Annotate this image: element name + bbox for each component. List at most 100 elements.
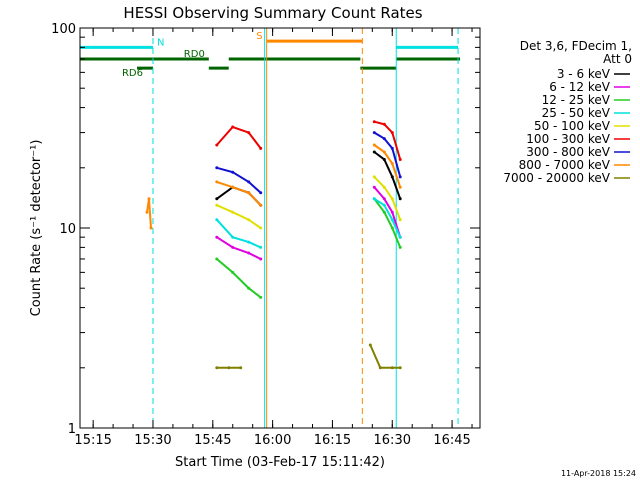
legend-label-2: 12 - 25 keV xyxy=(542,93,611,107)
series-1-point-1-0 xyxy=(372,185,376,189)
timestamp: 11-Apr-2018 15:24 xyxy=(561,469,636,478)
series-6-segment-1 xyxy=(373,131,402,178)
x-tick-label-1: 15:30 xyxy=(134,433,171,448)
series-5-point-1-0 xyxy=(372,120,376,124)
series-3-point-1-0 xyxy=(372,197,376,201)
series-0-point-0-0 xyxy=(215,197,219,201)
series-7-point-0-2 xyxy=(149,226,153,230)
series-2-point-0-2 xyxy=(247,286,251,290)
series-2-point-1-3 xyxy=(398,245,402,249)
legend-label-8: 7000 - 20000 keV xyxy=(503,171,610,185)
series-5-point-0-1 xyxy=(231,125,235,129)
series-2-point-1-2 xyxy=(390,226,394,230)
series-6-point-1-1 xyxy=(382,137,386,141)
legend-title-attenuator: Att 0 xyxy=(603,52,632,66)
series-1-point-1-1 xyxy=(382,197,386,201)
y-tick-label-2: 100 xyxy=(51,22,76,37)
series-7-point-0-0 xyxy=(145,210,149,214)
legend-label-0: 3 - 6 keV xyxy=(557,67,611,81)
series-7-segment-2 xyxy=(373,144,402,188)
series-0-point-1-1 xyxy=(382,158,386,161)
series-3-point-1-2 xyxy=(390,218,394,222)
x-axis: 15:15 15:30 15:45 16:00 16:15 16:30 16:45 xyxy=(74,28,473,448)
legend-title: Det 3,6, FDecim 1, xyxy=(520,39,632,53)
series-4-segment-0 xyxy=(216,204,262,229)
x-tick-label-2: 15:45 xyxy=(194,433,231,448)
series-6-point-0-2 xyxy=(247,180,251,184)
series-8-point-1-1 xyxy=(378,366,382,370)
series-1-point-0-3 xyxy=(259,257,263,261)
series-2-point-0-0 xyxy=(215,257,219,261)
series-1-point-0-0 xyxy=(215,235,219,239)
series-6-point-0-3 xyxy=(259,191,263,195)
series-6-segment-0 xyxy=(216,166,262,194)
x-axis-label: Start Time (03-Feb-17 15:11:42) xyxy=(175,455,385,470)
series-5-point-1-3 xyxy=(398,158,402,161)
series-4-point-1-3 xyxy=(398,218,402,222)
legend-label-4: 50 - 100 keV xyxy=(534,119,611,133)
series-5-point-1-2 xyxy=(390,131,394,135)
series-4-segment-1 xyxy=(373,176,402,221)
series-7-point-2-1 xyxy=(382,150,386,154)
series-8-point-1-3 xyxy=(398,366,402,370)
y-axis: 1 10 100 xyxy=(51,22,480,437)
series-0-point-1-3 xyxy=(398,197,402,201)
chart-title: HESSI Observing Summary Count Rates xyxy=(123,4,422,22)
series-7-point-1-2 xyxy=(247,191,251,195)
series-1-point-0-1 xyxy=(231,245,235,249)
series-0-segment-1 xyxy=(373,151,402,200)
series-5-point-0-0 xyxy=(215,143,219,147)
series-8-point-1-2 xyxy=(390,366,394,370)
series-layer xyxy=(145,120,402,370)
series-4-point-0-0 xyxy=(215,203,219,207)
x-tick-label-3: 16:00 xyxy=(254,433,291,448)
series-8-point-1-0 xyxy=(368,343,372,347)
series-2-point-1-1 xyxy=(382,210,386,214)
series-4-point-1-1 xyxy=(382,185,386,189)
series-6-point-1-3 xyxy=(398,175,402,179)
series-5-point-0-2 xyxy=(247,131,251,135)
series-2-segment-1 xyxy=(373,198,402,248)
series-3-point-0-2 xyxy=(247,240,251,244)
y-tick-label-1: 10 xyxy=(59,222,76,237)
series-7-point-1-3 xyxy=(259,203,263,207)
x-tick-label-6: 16:45 xyxy=(433,433,470,448)
series-1-segment-0 xyxy=(216,236,262,260)
series-3-segment-0 xyxy=(216,219,262,249)
flag-label-n: N xyxy=(157,37,164,48)
series-1-point-1-2 xyxy=(390,210,394,214)
flag-label-rd0: RD0 xyxy=(184,49,205,60)
series-0-point-1-0 xyxy=(372,150,376,154)
legend-label-1: 6 - 12 keV xyxy=(549,80,611,94)
series-3-point-1-1 xyxy=(382,203,386,207)
series-8-point-0-1 xyxy=(227,366,231,370)
series-4-point-0-2 xyxy=(247,218,251,222)
series-0-point-1-2 xyxy=(390,175,394,179)
series-5-point-1-1 xyxy=(382,122,386,126)
flags-layer: N S RD0 RD6 xyxy=(80,31,461,79)
series-5-point-0-3 xyxy=(259,146,263,150)
series-5-segment-1 xyxy=(374,120,402,160)
series-7-point-2-3 xyxy=(398,185,402,189)
series-4-point-1-0 xyxy=(372,175,376,179)
legend-label-3: 25 - 50 keV xyxy=(542,106,611,120)
series-3-point-0-0 xyxy=(215,218,219,222)
series-3-segment-1 xyxy=(373,197,402,238)
series-8-segment-1 xyxy=(369,344,401,369)
legend-label-6: 300 - 800 keV xyxy=(526,145,610,159)
series-7-point-1-1 xyxy=(231,185,235,189)
series-4-point-0-3 xyxy=(259,226,263,230)
series-6-point-0-0 xyxy=(215,166,219,170)
legend-label-5: 100 - 300 keV xyxy=(526,132,610,146)
series-3-point-1-3 xyxy=(398,235,402,239)
series-6-point-1-0 xyxy=(372,131,376,135)
flag-label-rd6: RD6 xyxy=(122,68,143,79)
flag-label-s: S xyxy=(256,31,262,42)
series-7-point-2-0 xyxy=(372,143,376,147)
series-8-point-0-2 xyxy=(239,366,243,370)
series-1-point-0-2 xyxy=(247,251,251,255)
y-tick-label-0: 1 xyxy=(68,422,76,437)
